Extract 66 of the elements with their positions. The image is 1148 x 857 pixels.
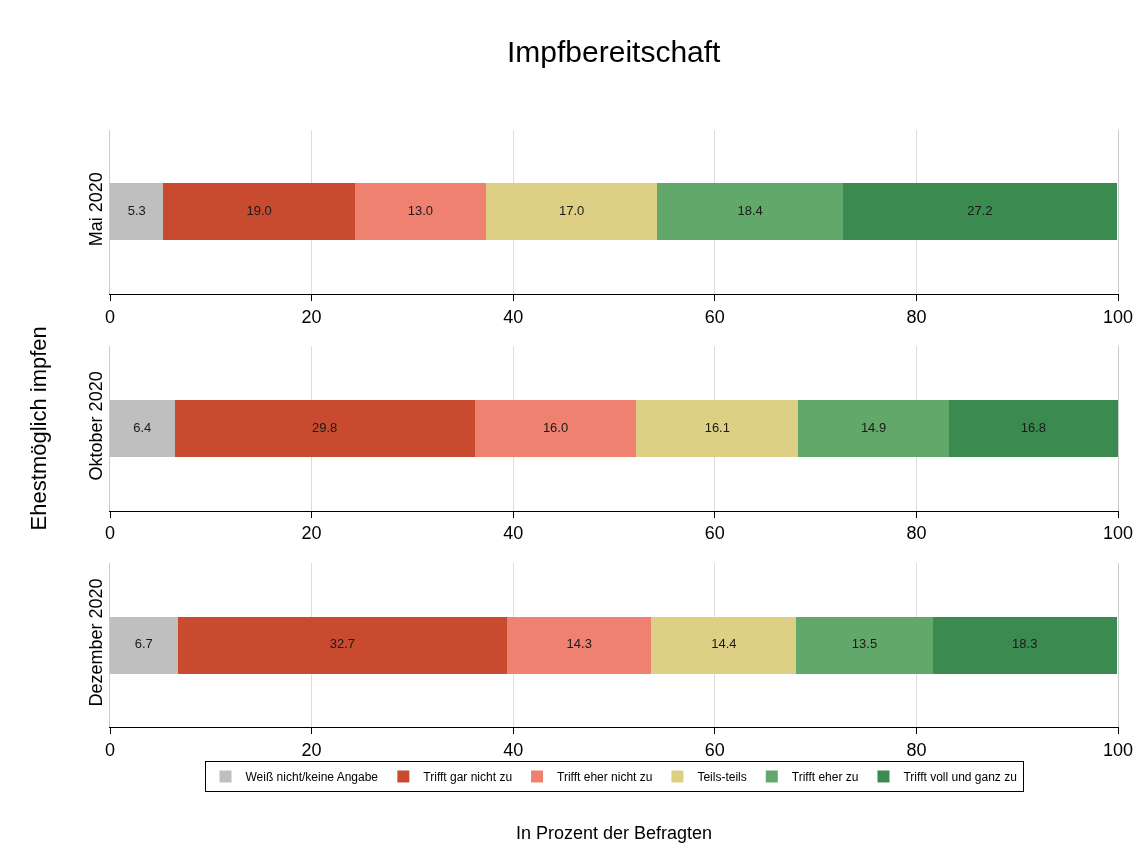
- bar: [507, 616, 652, 674]
- x-tick-label: 60: [704, 739, 725, 760]
- data-label: 17.0: [559, 203, 585, 219]
- chart-title: Impfbereitschaft: [507, 35, 722, 68]
- bar: [796, 616, 933, 674]
- x-tick-label: 80: [906, 306, 927, 327]
- x-tick-label: 60: [704, 306, 725, 327]
- y-tick-label: Oktober 2020: [85, 371, 106, 481]
- x-tick-label: 80: [906, 523, 927, 544]
- data-label: 32.7: [329, 636, 355, 652]
- bar: [110, 400, 175, 458]
- bar: [636, 400, 799, 458]
- legend-label: Weiß nicht/keine Angabe: [245, 770, 379, 785]
- bar: [657, 183, 843, 241]
- x-tick-label: 0: [104, 523, 116, 544]
- bar: [110, 183, 164, 241]
- x-tick-label: 40: [503, 739, 524, 760]
- legend-label: Teils-teils: [697, 770, 747, 785]
- bar: [948, 400, 1118, 458]
- x-tick-label: 100: [1102, 739, 1134, 760]
- data-label: 27.2: [967, 203, 993, 219]
- x-tick-label: 100: [1102, 306, 1134, 327]
- data-label: 13.0: [407, 203, 434, 219]
- x-tick-label: 20: [301, 306, 322, 327]
- bar: [485, 183, 658, 241]
- x-tick-label: 0: [104, 739, 116, 760]
- x-tick-label: 80: [906, 739, 927, 760]
- data-label: 6.7: [134, 636, 153, 652]
- legend-label: Trifft eher zu: [791, 770, 859, 785]
- data-label: 14.4: [711, 636, 737, 652]
- bar: [177, 616, 508, 674]
- y-axis-title: Ehestmöglich impfen: [26, 326, 52, 531]
- bar: [798, 400, 949, 458]
- legend-label: Trifft gar nicht zu: [423, 770, 513, 785]
- x-axis-title: In Prozent der Befragten: [516, 823, 713, 843]
- bar: [651, 616, 797, 674]
- data-label: 16.1: [704, 419, 730, 435]
- data-label: 16.8: [1020, 419, 1046, 435]
- x-tick-label: 20: [301, 739, 322, 760]
- y-tick-label: Dezember 2020: [85, 578, 106, 707]
- data-label: 13.5: [851, 636, 878, 652]
- data-label: 18.3: [1012, 636, 1038, 652]
- x-tick-label: 40: [503, 523, 524, 544]
- x-tick-label: 0: [104, 306, 116, 327]
- data-label: 16.0: [542, 419, 569, 435]
- x-tick-label: 20: [301, 523, 322, 544]
- data-label: 14.3: [566, 636, 592, 652]
- bar: [110, 616, 178, 674]
- legend-label: Trifft voll und ganz zu: [903, 770, 1017, 785]
- data-label: 14.9: [860, 419, 887, 435]
- bar: [932, 616, 1117, 674]
- data-label: 18.4: [737, 203, 763, 219]
- data-label: 29.8: [312, 419, 338, 435]
- bar: [163, 183, 355, 241]
- data-label: 5.3: [127, 203, 146, 219]
- data-label: 19.0: [246, 203, 272, 219]
- bar: [174, 400, 475, 458]
- bar: [354, 183, 486, 241]
- data-label: 6.4: [133, 419, 152, 435]
- bar: [474, 400, 637, 458]
- x-tick-label: 40: [503, 306, 524, 327]
- legend-label: Trifft eher nicht zu: [557, 770, 653, 785]
- y-tick-label: Mai 2020: [85, 172, 106, 247]
- x-tick-label: 60: [704, 523, 725, 544]
- bar: [842, 183, 1117, 241]
- x-tick-label: 100: [1102, 523, 1134, 544]
